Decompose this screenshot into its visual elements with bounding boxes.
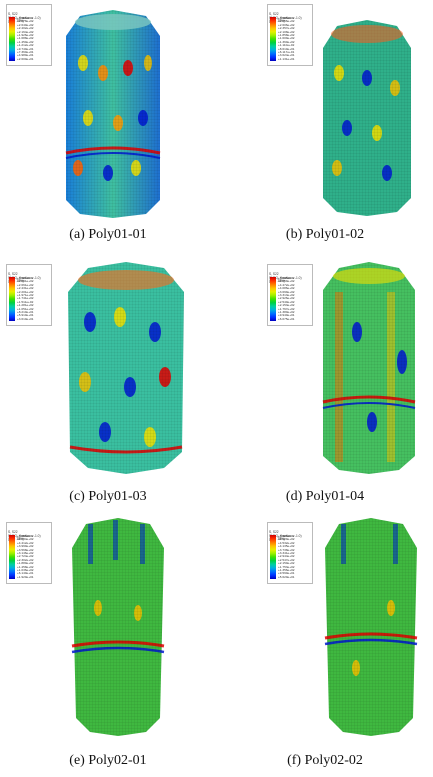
panel-caption: (e) Poly02-01 [69,753,147,768]
legend-values: +3.116e+02 +2.878e+02 +2.640e+02 +2.402e+02… [17,16,34,61]
legend-color-scale [9,17,15,61]
panel-b: S, S22 SNEG, (fraction = -1.0) (Avg: 75%) … [217,0,433,259]
legend-values: +3.105e+02 +2.856e+02 +2.606e+02 +2.357e+02… [278,16,295,61]
panel-d: S, S22 SNEG, (fraction = -1.0) (Avg: 75%) … [217,260,433,519]
legend-color-scale [9,535,15,579]
panel-caption: (c) Poly01-03 [69,489,147,504]
panel-caption: (f) Poly02-02 [287,753,363,768]
legend-values: +3.121e+02 +2.891e+02 +2.661e+02 +2.431e+02… [17,276,34,321]
color-legend: S, S22 SNEG, (fraction = -1.0) (Avg: 75%) … [6,4,52,66]
legend-values: +5.256e+02 +4.834e+02 +4.412e+02 +3.990e+02… [17,534,34,579]
panel-e: S, S22 SNEG, (fraction = -1.0) (Avg: 75%) … [0,518,216,777]
legend-color-scale [9,277,15,321]
legend-color-scale [270,535,276,579]
color-legend: S, S22 SNEG, (fraction = -1.0) (Avg: 75%) … [6,264,52,326]
stress-contour-cylinder [65,10,161,218]
panel-caption: (b) Poly01-02 [285,227,365,242]
stress-contour-cylinder [322,262,416,474]
panel-c: S, S22 SNEG, (fraction = -1.0) (Avg: 75%) … [0,260,216,519]
panel-a: S, S22 SNEG, (fraction = -1.0) (Avg: 75%) … [0,0,216,259]
stress-contour-cylinder [68,262,184,474]
legend-color-scale [270,17,276,61]
panel-f: S, S22 SNEG, (fraction = -1.0) (Avg: 75%) … [217,518,433,777]
color-legend: S, S22 SNEG, (fraction = -1.0) (Avg: 75%) … [267,522,313,584]
stress-contour-cylinder [324,518,418,736]
panel-caption: (d) Poly01-04 [285,489,365,504]
legend-values: +5.326e+02 +4.929e+02 +4.532e+02 +4.135e+02… [278,534,295,579]
legend-color-scale [270,277,276,321]
color-legend: S, S22 SNEG, (fraction = -1.0) (Avg: 75%) … [267,264,313,326]
stress-contour-cylinder [71,518,165,736]
legend-values: +5.245e+02 +4.859e+02 +4.472e+02 +4.086e+02… [278,276,295,321]
color-legend: S, S22 SNEG, (fraction = -1.0) (Avg: 75%) … [6,522,52,584]
stress-contour-cylinder [323,20,411,216]
panel-caption: (a) Poly01-01 [69,227,147,242]
color-legend: S, S22 SNEG, (fraction = -1.0) (Avg: 75%) … [267,4,313,66]
